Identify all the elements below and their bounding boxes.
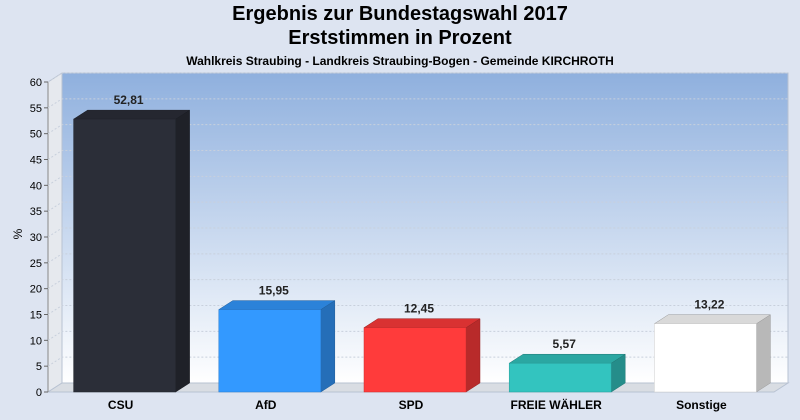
data-label: 52,81 bbox=[114, 93, 144, 107]
grid-line bbox=[47, 253, 788, 264]
bar-top bbox=[653, 314, 772, 324]
grid-line bbox=[47, 201, 788, 212]
bar bbox=[654, 323, 757, 393]
bar-top bbox=[508, 353, 627, 364]
x-tick-label: Sonstige bbox=[676, 398, 727, 412]
chart-subtitle: Erststimmen in Prozent bbox=[288, 27, 512, 49]
bar-side bbox=[756, 314, 771, 393]
bar-sonstige: 13,22 bbox=[653, 298, 772, 393]
y-tick-label: 5 bbox=[36, 361, 42, 373]
data-label: 5,57 bbox=[553, 337, 577, 351]
bar-top bbox=[72, 109, 191, 120]
bars: 52,81 15,95 12,45 5,57 13,22 bbox=[72, 93, 772, 393]
grid-line bbox=[47, 305, 788, 315]
grid-line bbox=[47, 72, 788, 83]
bar bbox=[508, 362, 612, 393]
data-label: 12,45 bbox=[404, 302, 434, 316]
grid-line bbox=[47, 175, 788, 186]
bar-afd: 15,95 bbox=[217, 284, 336, 393]
y-tick-label: 0 bbox=[36, 387, 42, 399]
y-tick-label: 60 bbox=[30, 77, 42, 89]
grid-line bbox=[47, 98, 788, 109]
y-tick-label: 15 bbox=[30, 310, 42, 322]
grid-line bbox=[47, 124, 788, 135]
chart-caption: Wahlkreis Straubing - Landkreis Straubin… bbox=[186, 54, 614, 68]
x-axis-labels: CSU AfD SPD FREIE WÄHLER Sonstige bbox=[108, 397, 727, 412]
y-tick-label: 50 bbox=[30, 129, 42, 141]
bar-freie-wähler: 5,57 bbox=[508, 337, 627, 393]
data-label: 13,22 bbox=[694, 298, 724, 312]
bar-side bbox=[175, 109, 190, 393]
y-tick-label: 45 bbox=[30, 155, 42, 167]
chart-title: Ergebnis zur Bundestagswahl 2017 bbox=[232, 3, 568, 25]
grid-line bbox=[47, 227, 788, 238]
x-tick-label: FREIE WÄHLER bbox=[511, 397, 603, 412]
y-axis-label: % bbox=[11, 228, 25, 239]
x-tick-label: AfD bbox=[255, 398, 277, 412]
bar-side bbox=[465, 318, 481, 393]
bar-side bbox=[320, 300, 336, 393]
grid-line bbox=[47, 150, 788, 160]
bar-csu: 52,81 bbox=[72, 93, 191, 393]
grid-lines bbox=[47, 72, 788, 367]
y-tick-label: 25 bbox=[30, 258, 42, 270]
bar-spd: 12,45 bbox=[363, 302, 481, 393]
y-tick-label: 35 bbox=[30, 206, 42, 218]
x-tick-label: CSU bbox=[108, 398, 133, 412]
y-tick-label: 20 bbox=[30, 284, 42, 296]
y-tick-label: 10 bbox=[30, 335, 42, 347]
y-tick-label: 40 bbox=[30, 180, 42, 192]
bar bbox=[218, 309, 322, 393]
y-axis-ticks: 0 5 10 15 20 25 30 35 40 45 50 55 60 bbox=[30, 77, 48, 399]
y-tick-label: 30 bbox=[30, 232, 42, 244]
bar-top bbox=[217, 300, 336, 310]
grid-line bbox=[47, 279, 788, 290]
x-tick-label: SPD bbox=[399, 398, 424, 412]
bar bbox=[363, 327, 467, 393]
y-tick-label: 55 bbox=[30, 103, 42, 115]
grid-line bbox=[47, 330, 788, 341]
data-label: 15,95 bbox=[259, 284, 289, 298]
bar-top bbox=[363, 318, 481, 328]
bar bbox=[73, 118, 176, 393]
